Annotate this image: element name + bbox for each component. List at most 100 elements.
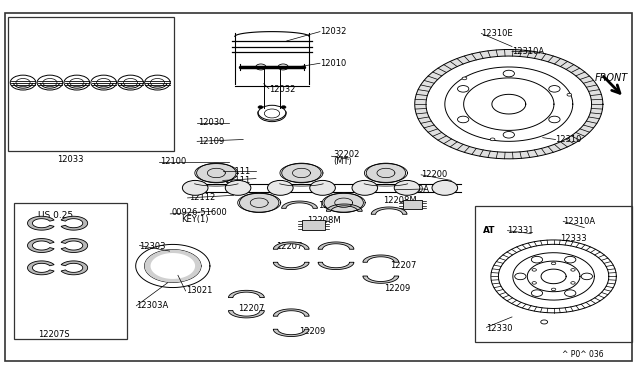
Text: 12209: 12209 bbox=[384, 284, 410, 293]
Polygon shape bbox=[282, 201, 317, 208]
Polygon shape bbox=[318, 242, 354, 249]
Text: FRONT: FRONT bbox=[595, 73, 628, 83]
Text: 12033: 12033 bbox=[57, 155, 84, 164]
Ellipse shape bbox=[490, 138, 495, 141]
Text: 12310: 12310 bbox=[556, 135, 582, 144]
Text: 12310E: 12310E bbox=[481, 29, 513, 38]
Text: 12331: 12331 bbox=[508, 226, 534, 235]
Text: 12111: 12111 bbox=[224, 176, 250, 185]
Text: 32202: 32202 bbox=[333, 150, 359, 159]
Bar bbox=[8, 17, 174, 151]
Text: 00926-51600: 00926-51600 bbox=[172, 208, 227, 217]
Text: AT: AT bbox=[483, 226, 496, 235]
Bar bbox=[475, 206, 632, 342]
Text: 12032: 12032 bbox=[320, 27, 346, 36]
Ellipse shape bbox=[503, 131, 515, 138]
Polygon shape bbox=[61, 238, 88, 253]
Ellipse shape bbox=[571, 269, 575, 271]
Text: 12010: 12010 bbox=[320, 59, 346, 68]
Text: 12109: 12109 bbox=[198, 137, 225, 146]
Text: (MT): (MT) bbox=[333, 157, 351, 166]
Text: 12207: 12207 bbox=[238, 304, 264, 313]
Text: ^ P0^ 036: ^ P0^ 036 bbox=[562, 350, 604, 359]
Ellipse shape bbox=[564, 256, 576, 263]
Ellipse shape bbox=[352, 180, 378, 195]
Ellipse shape bbox=[552, 262, 556, 264]
Polygon shape bbox=[28, 238, 54, 253]
Ellipse shape bbox=[432, 180, 458, 195]
Bar bbox=[14, 203, 127, 339]
Text: US 0.25: US 0.25 bbox=[38, 211, 74, 220]
Polygon shape bbox=[415, 49, 603, 159]
Text: 12200A: 12200A bbox=[397, 185, 429, 194]
Ellipse shape bbox=[462, 77, 467, 80]
Text: 12207: 12207 bbox=[318, 201, 344, 210]
Text: 12310A: 12310A bbox=[512, 47, 544, 56]
Polygon shape bbox=[273, 329, 309, 337]
Ellipse shape bbox=[196, 163, 236, 183]
Polygon shape bbox=[273, 242, 309, 249]
Ellipse shape bbox=[548, 86, 560, 92]
Polygon shape bbox=[273, 262, 309, 270]
Ellipse shape bbox=[503, 70, 515, 77]
Ellipse shape bbox=[394, 180, 420, 195]
Ellipse shape bbox=[515, 273, 526, 280]
Ellipse shape bbox=[552, 288, 556, 291]
Text: 12208M: 12208M bbox=[307, 216, 341, 225]
Text: 12310A: 12310A bbox=[563, 217, 595, 226]
Text: 12111: 12111 bbox=[224, 167, 250, 176]
Ellipse shape bbox=[532, 282, 536, 284]
Ellipse shape bbox=[225, 180, 251, 195]
Ellipse shape bbox=[532, 269, 536, 271]
Ellipse shape bbox=[564, 290, 576, 296]
Ellipse shape bbox=[571, 282, 575, 284]
Text: 13021: 13021 bbox=[186, 286, 212, 295]
Ellipse shape bbox=[324, 193, 364, 212]
Text: 12112: 12112 bbox=[189, 193, 215, 202]
Text: 12207: 12207 bbox=[390, 262, 417, 270]
Ellipse shape bbox=[567, 93, 572, 96]
Polygon shape bbox=[28, 216, 54, 230]
Ellipse shape bbox=[268, 180, 293, 195]
Polygon shape bbox=[61, 216, 88, 230]
Text: 12208M: 12208M bbox=[383, 196, 417, 205]
Text: 12032: 12032 bbox=[269, 85, 295, 94]
Ellipse shape bbox=[458, 116, 469, 123]
Polygon shape bbox=[61, 261, 88, 275]
Text: 12209: 12209 bbox=[300, 327, 326, 336]
Text: 12330: 12330 bbox=[486, 324, 513, 333]
Polygon shape bbox=[326, 204, 362, 211]
Polygon shape bbox=[363, 255, 399, 262]
Text: 12200: 12200 bbox=[421, 170, 447, 179]
Ellipse shape bbox=[366, 163, 406, 183]
Polygon shape bbox=[363, 276, 399, 283]
Ellipse shape bbox=[458, 86, 469, 92]
Polygon shape bbox=[228, 311, 264, 318]
Bar bbox=[403, 200, 422, 209]
Bar bbox=[302, 220, 325, 230]
Ellipse shape bbox=[281, 106, 286, 109]
Polygon shape bbox=[145, 250, 201, 282]
Text: 12303A: 12303A bbox=[136, 301, 168, 310]
Ellipse shape bbox=[310, 180, 335, 195]
Ellipse shape bbox=[548, 116, 560, 123]
Text: 12333: 12333 bbox=[560, 234, 587, 243]
Ellipse shape bbox=[239, 193, 279, 212]
Text: 12100: 12100 bbox=[160, 157, 186, 166]
Polygon shape bbox=[150, 253, 195, 279]
Polygon shape bbox=[273, 309, 309, 316]
Ellipse shape bbox=[531, 256, 543, 263]
Ellipse shape bbox=[182, 180, 208, 195]
Ellipse shape bbox=[258, 106, 263, 109]
Ellipse shape bbox=[581, 273, 593, 280]
Text: 12207S: 12207S bbox=[38, 330, 70, 339]
Text: KEY(1): KEY(1) bbox=[181, 215, 209, 224]
Text: 12207: 12207 bbox=[276, 242, 303, 251]
Text: 12303: 12303 bbox=[140, 242, 166, 251]
Ellipse shape bbox=[531, 290, 543, 296]
Ellipse shape bbox=[282, 163, 321, 183]
Polygon shape bbox=[228, 290, 264, 298]
Polygon shape bbox=[28, 261, 54, 275]
Text: 12030: 12030 bbox=[198, 118, 225, 127]
Ellipse shape bbox=[541, 320, 548, 324]
